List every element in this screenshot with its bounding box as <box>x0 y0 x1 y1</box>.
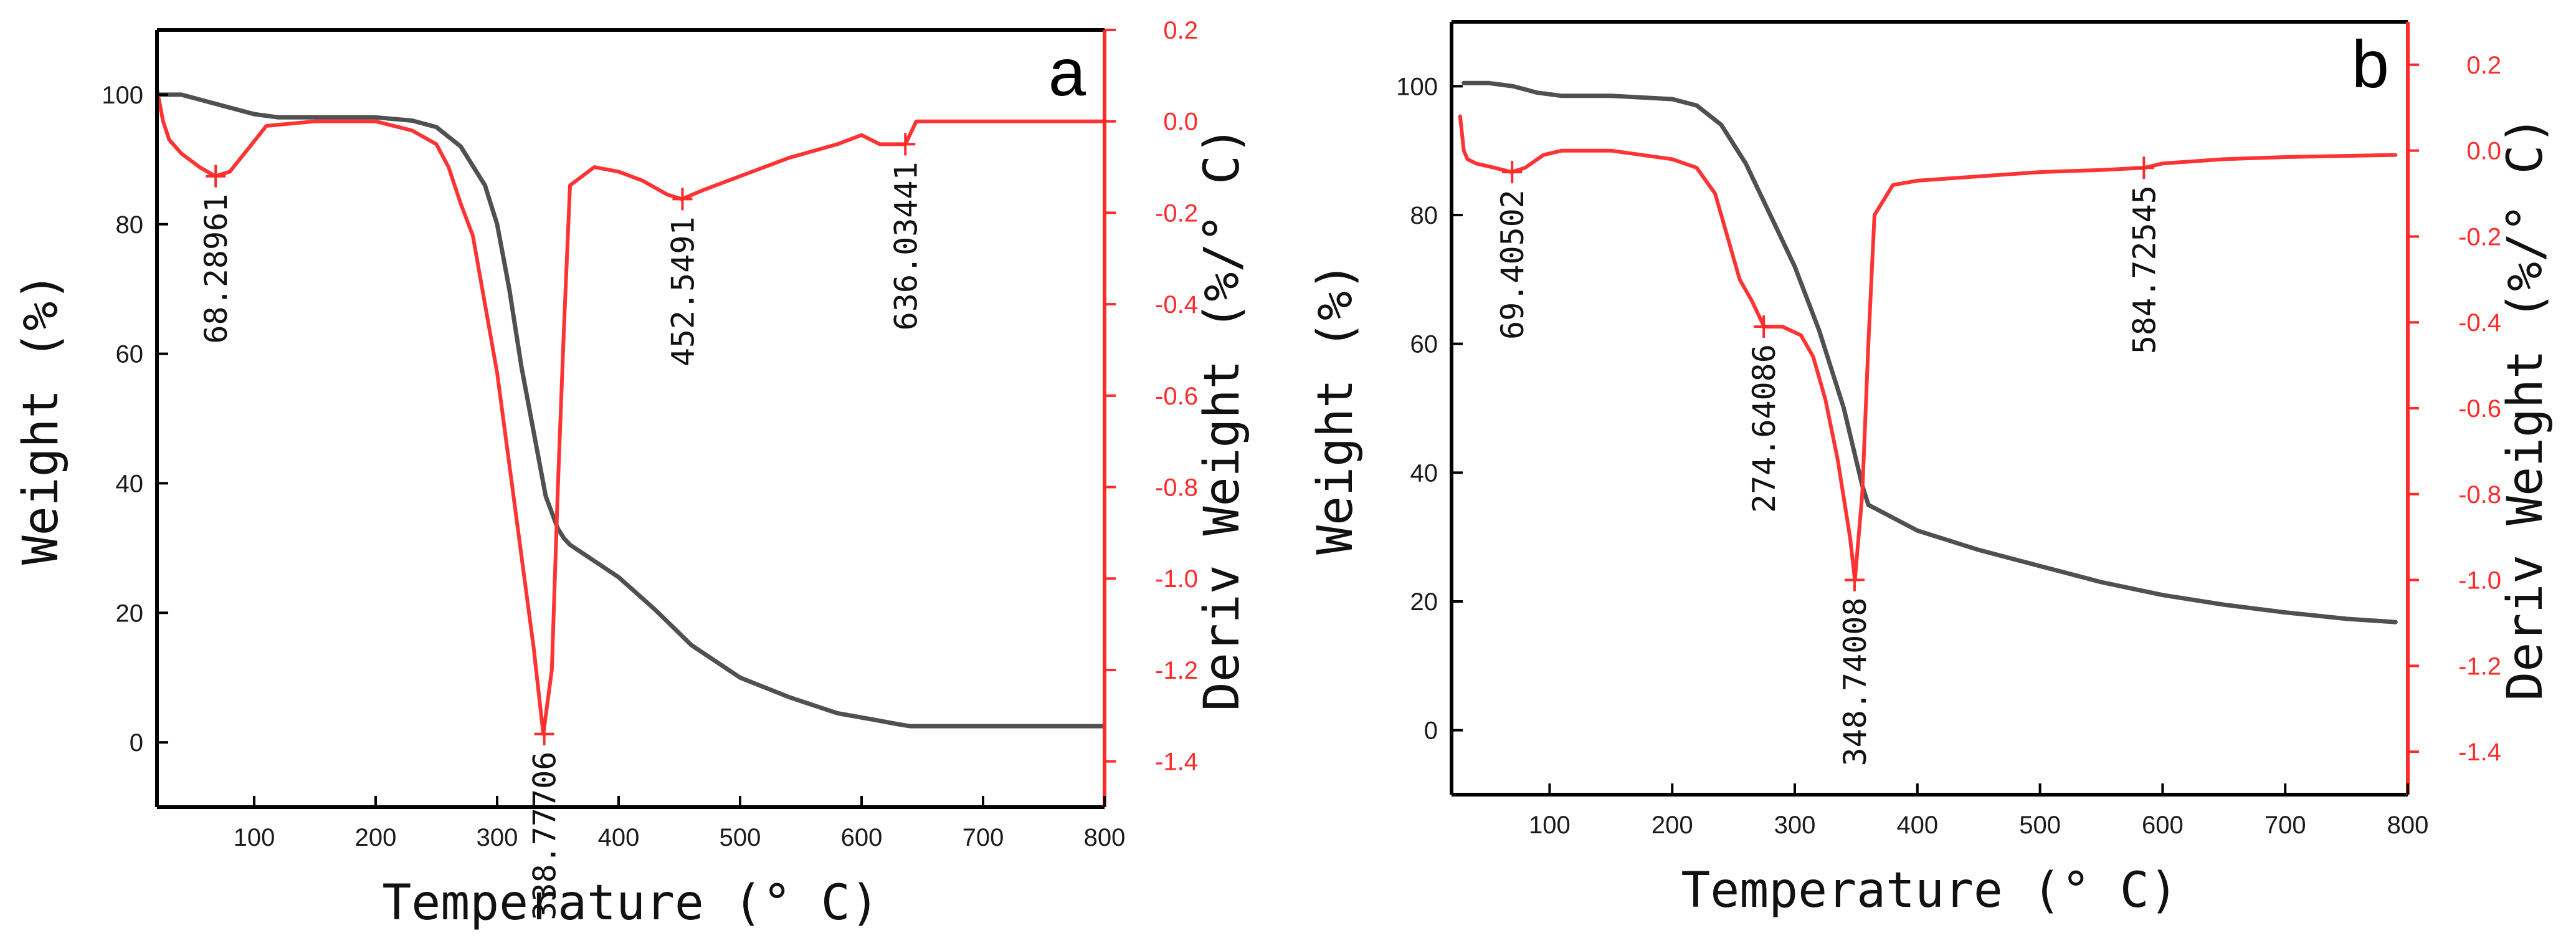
y-tick-label: 80 <box>1410 202 1438 229</box>
y2-tick-label: -0.6 <box>2458 395 2501 423</box>
y-tick-label: 100 <box>1396 73 1438 100</box>
weight-line <box>157 92 1105 729</box>
x-tick-label: 200 <box>355 824 397 851</box>
x-tick-label: 700 <box>2265 811 2306 839</box>
x-tick-label: 700 <box>962 824 1004 851</box>
y-tick-label: 0 <box>130 729 143 757</box>
y-axis-title: Weight (%) <box>1308 262 1364 555</box>
y2-axis-title: Deriv Weight (%/° C) <box>1194 126 1250 711</box>
y2-tick-label: 0.0 <box>2466 138 2501 165</box>
y2-tick-label: -0.2 <box>1155 199 1198 227</box>
x-tick-label: 100 <box>234 824 275 851</box>
y-tick-label: 20 <box>116 600 144 627</box>
panel-label: b <box>2352 26 2389 102</box>
y2-tick-label: 0.0 <box>1163 108 1198 136</box>
y2-tick-label: -1.4 <box>1155 749 1198 776</box>
deriv-weight-line <box>1458 114 2398 582</box>
y-tick-label: 40 <box>116 470 144 497</box>
peak-annotation: 636.03441 <box>888 161 924 330</box>
chart-panel-a: 100 200 300 400 500 600 700 800 0 20 40 60 80 100 0.2 0… <box>13 17 1250 931</box>
x-tick-label: 500 <box>720 824 761 851</box>
y2-tick-label: -0.6 <box>1155 383 1198 410</box>
y2-tick-label: -1.2 <box>2458 653 2501 680</box>
y-tick-label: 40 <box>1410 459 1438 487</box>
weight-line <box>1461 80 2398 625</box>
peak-annotation: 274.64086 <box>1746 344 1782 513</box>
y2-tick-label: -1.0 <box>2458 567 2501 595</box>
x-tick-label: 300 <box>1774 811 1816 839</box>
x-axis-title: Temperature (° C) <box>382 875 879 931</box>
x-tick-label: 200 <box>1652 811 1693 839</box>
peak-annotation: 584.72545 <box>2126 185 2162 354</box>
y2-axis-title: Deriv Weight (%/° C) <box>2498 115 2554 701</box>
y-tick-label: 60 <box>1410 331 1438 358</box>
x-tick-label: 100 <box>1529 811 1571 839</box>
y2-tick-label: -0.2 <box>2458 223 2501 251</box>
y-tick-label: 60 <box>116 341 144 368</box>
y2-tick-label: -1.4 <box>2458 739 2501 766</box>
y2-tick-label: -0.8 <box>1155 474 1198 502</box>
y2-tick-label: 0.2 <box>2466 52 2501 79</box>
peak-annotation: 348.74008 <box>1837 598 1873 767</box>
x-tick-label: 800 <box>1084 824 1126 851</box>
y2-tick-label: -0.8 <box>2458 481 2501 509</box>
peak-annotation: 68.28961 <box>198 194 234 344</box>
x-tick-label: 500 <box>2019 811 2061 839</box>
deriv-weight-line <box>157 87 1105 736</box>
x-tick-label: 400 <box>598 824 640 851</box>
x-tick-label: 300 <box>477 824 518 851</box>
y2-tick-label: -1.2 <box>1155 657 1198 684</box>
y-tick-label: 0 <box>1424 717 1438 745</box>
x-axis-title: Temperature (° C) <box>1681 863 2178 919</box>
peak-annotation: 69.40502 <box>1495 189 1531 340</box>
y2-tick-label: -0.4 <box>1155 291 1198 318</box>
y2-tick-label: -1.0 <box>1155 565 1198 593</box>
chart-panel-b: 100 200 300 400 500 600 700 800 0 20 40 60 80 100 0.2 0… <box>1308 20 2554 919</box>
y-tick-label: 100 <box>102 82 143 109</box>
y-tick-label: 20 <box>1410 588 1438 616</box>
peak-annotation: 338.77706 <box>527 752 563 921</box>
panel-label: a <box>1048 34 1086 110</box>
y2-tick-label: 0.2 <box>1163 17 1198 44</box>
peak-annotation: 452.5491 <box>665 216 701 366</box>
y-axis-title: Weight (%) <box>13 272 69 565</box>
x-tick-label: 800 <box>2387 811 2429 839</box>
y2-tick-label: -0.4 <box>2458 309 2501 337</box>
x-tick-label: 600 <box>2142 811 2184 839</box>
x-tick-label: 600 <box>841 824 883 851</box>
y-tick-label: 80 <box>116 211 144 239</box>
x-tick-label: 400 <box>1896 811 1938 839</box>
